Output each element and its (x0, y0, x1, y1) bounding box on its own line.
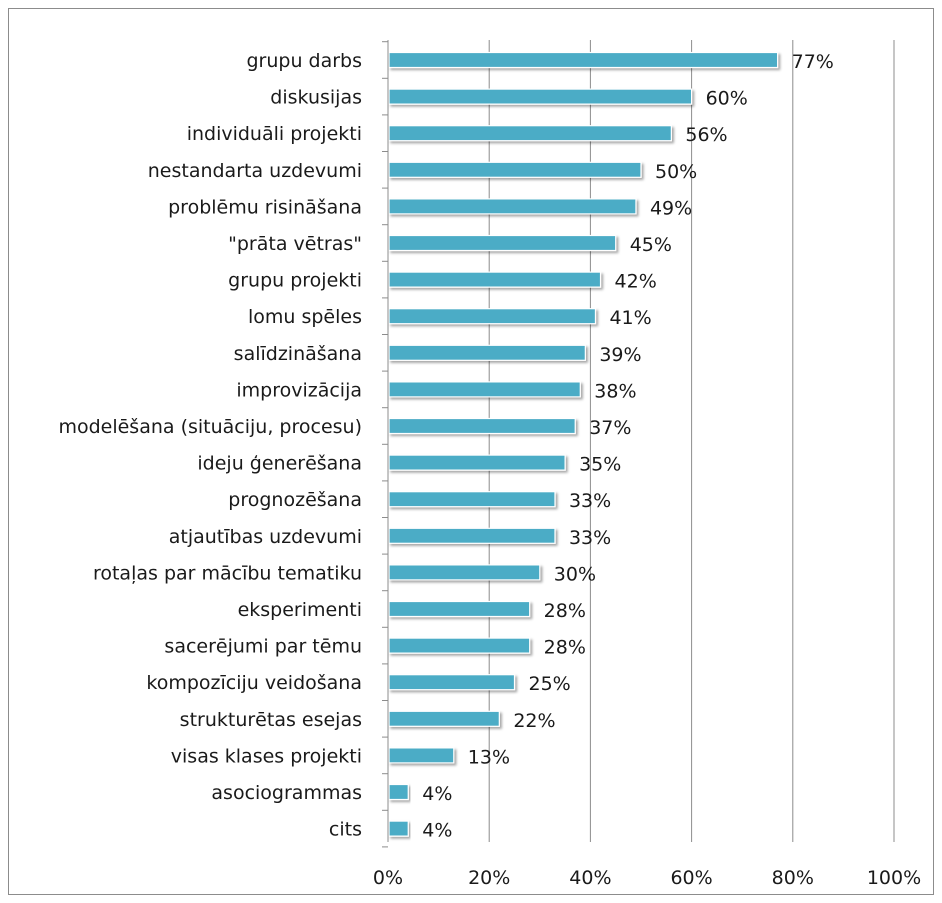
value-label: 77% (792, 51, 834, 73)
category-label: salīdzināšana (234, 343, 362, 365)
bar (388, 454, 566, 471)
category-label: diskusijas (270, 87, 362, 109)
category-label: nestandarta uzdevumi (148, 160, 362, 182)
x-tick-label: 20% (468, 867, 510, 889)
category-label: cits (329, 819, 362, 841)
value-label: 56% (685, 124, 727, 146)
category-label: problēmu risināšana (168, 196, 362, 218)
x-tick-label: 80% (772, 867, 814, 889)
value-label: 49% (650, 197, 692, 219)
bar (388, 600, 531, 618)
chart-frame (8, 8, 934, 895)
category-label: lomu spēles (248, 306, 362, 328)
value-label: 60% (706, 88, 748, 110)
category-label: strukturētas esejas (180, 709, 362, 731)
bar (388, 381, 581, 398)
x-tick-label: 100% (867, 867, 921, 889)
value-label: 37% (589, 417, 631, 439)
labels: 0% 20% 40% 60% 80% 100% grupu darbs 77% diskusij… (58, 50, 921, 889)
category-label: ideju ģenerēšana (197, 453, 362, 475)
bars (388, 51, 779, 837)
category-label: grupu darbs (246, 50, 362, 72)
bar (388, 198, 637, 215)
bar (388, 710, 500, 727)
value-label: 28% (544, 637, 586, 659)
value-label: 38% (594, 380, 636, 402)
value-label: 41% (609, 307, 651, 329)
bar (388, 51, 779, 69)
bar (388, 491, 556, 508)
bar (388, 747, 455, 764)
bar (388, 234, 617, 252)
value-label: 35% (579, 454, 621, 476)
value-label: 33% (569, 490, 611, 512)
value-label: 50% (655, 161, 697, 183)
bar (388, 820, 409, 837)
bar (388, 783, 409, 801)
bar (388, 637, 531, 654)
value-label: 4% (422, 820, 452, 842)
category-label: grupu projekti (228, 270, 362, 292)
value-label: 30% (554, 563, 596, 585)
category-label: atjautības uzdevumi (169, 526, 362, 548)
bar (388, 161, 642, 178)
category-label: improvizācija (236, 379, 362, 401)
value-label: 4% (422, 783, 452, 805)
bar (388, 88, 693, 105)
x-tick-label: 60% (670, 867, 712, 889)
category-label: visas klases projekti (171, 745, 362, 767)
bar (388, 308, 597, 325)
bar (388, 125, 672, 142)
value-label: 45% (630, 234, 672, 256)
category-label: individuāli projekti (187, 123, 362, 145)
category-label: kompozīciju veidošana (146, 672, 362, 694)
bar (388, 344, 586, 361)
category-label: asociogrammas (211, 782, 362, 804)
bar (388, 564, 541, 581)
value-label: 13% (468, 746, 510, 768)
value-label: 28% (544, 600, 586, 622)
x-tick-label: 0% (373, 867, 403, 889)
value-label: 25% (529, 673, 571, 695)
bar (388, 674, 516, 691)
bar (388, 417, 576, 435)
x-tick-label: 40% (569, 867, 611, 889)
bar (388, 271, 602, 288)
category-label: "prāta vētras" (228, 233, 362, 255)
category-label: modelēšana (situāciju, procesu) (58, 416, 362, 438)
value-label: 39% (599, 344, 641, 366)
category-label: sacerējumi par tēmu (164, 636, 362, 658)
category-label: eksperimenti (238, 599, 362, 621)
category-label: prognozēšana (228, 489, 362, 511)
bar (388, 527, 556, 544)
axes (382, 40, 389, 848)
value-label: 42% (615, 271, 657, 293)
value-label: 33% (569, 527, 611, 549)
category-label: rotaļas par mācību tematiku (93, 562, 362, 584)
value-label: 22% (513, 710, 555, 732)
